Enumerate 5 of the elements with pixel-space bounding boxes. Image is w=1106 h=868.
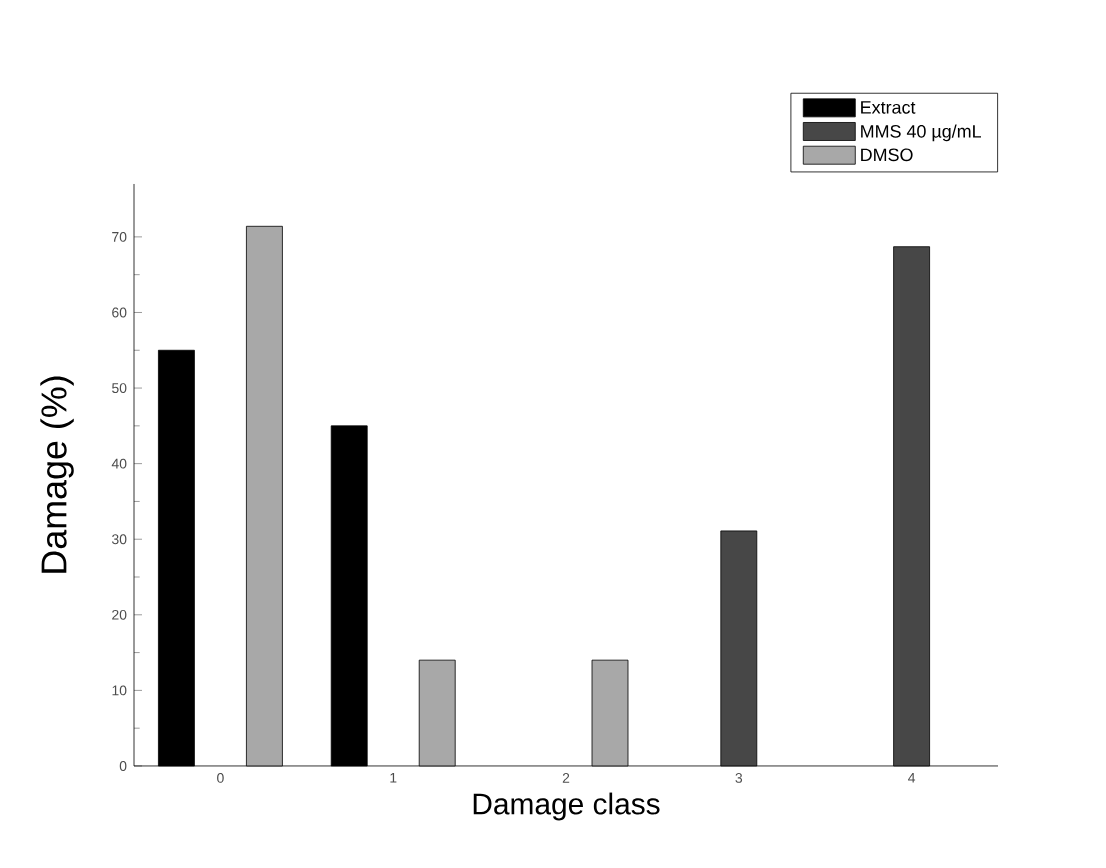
legend-label: DMSO [861, 148, 913, 162]
y-axis-title: Damage (%) [40, 376, 74, 573]
legend-label: Extract [861, 101, 916, 114]
x-axis-title: Damage class [473, 792, 660, 821]
legend-label: MMS 40 µg/mL [861, 124, 981, 142]
